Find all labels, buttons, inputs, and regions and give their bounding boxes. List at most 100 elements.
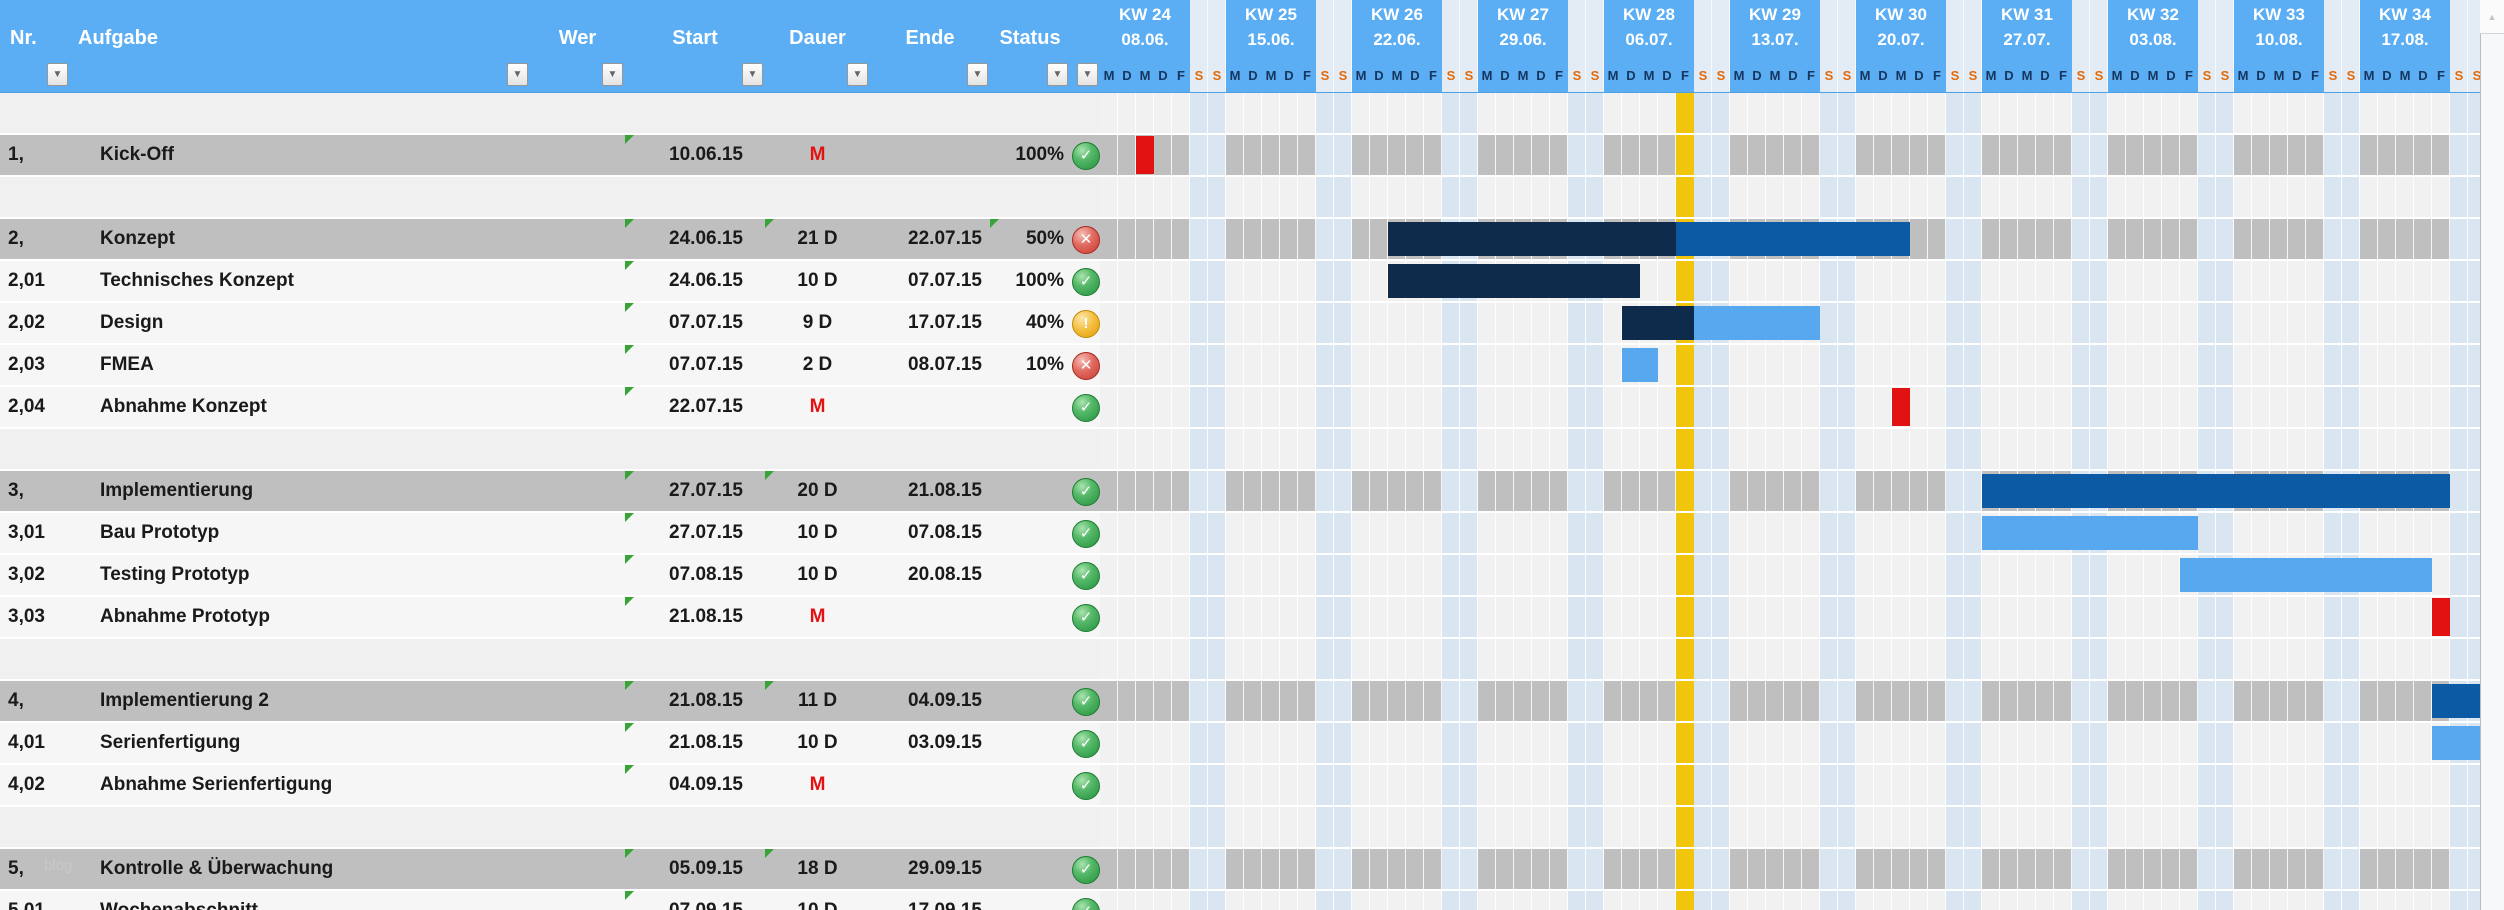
week-number-label[interactable]: KW 34 (2379, 5, 2431, 24)
week-date-label[interactable]: 13.07. (1751, 30, 1799, 49)
week-number-label[interactable]: KW 33 (2253, 5, 2305, 24)
week-number-label[interactable]: KW 27 (1497, 5, 1549, 24)
cell-status[interactable]: 40% (1025, 312, 1064, 333)
week-date-label[interactable]: 10.08. (2255, 30, 2303, 49)
cell-aufgabe[interactable]: Abnahme Serienfertigung (100, 774, 333, 795)
cell-dauer[interactable]: 10 D (797, 564, 838, 585)
cell-start[interactable]: 22.07.15 (669, 396, 743, 417)
week-date-label[interactable]: 27.07. (2003, 30, 2051, 49)
cell-start[interactable]: 21.08.15 (669, 690, 743, 711)
cell-nr[interactable]: 2,04 (8, 396, 45, 417)
cell-nr[interactable]: 3, (8, 480, 24, 501)
cell-aufgabe[interactable]: Wochenabschnitt (70, 891, 530, 910)
cell-ende[interactable]: 07.08.15 (908, 522, 982, 543)
column-header-ende[interactable]: Ende (905, 27, 955, 49)
week-date-label[interactable]: 29.06. (1499, 30, 1547, 49)
week-number-label[interactable]: KW 24 (1119, 5, 1171, 24)
cell-ende[interactable]: 17.07.15 (908, 312, 982, 333)
cell-aufgabe[interactable]: Kick-Off (100, 144, 174, 165)
cell-nr[interactable]: 2, (8, 228, 24, 249)
cell-nr[interactable]: 3,01 (8, 522, 45, 543)
cell-dauer[interactable]: 2 D (802, 354, 833, 375)
cell-status[interactable]: 100% (1015, 270, 1064, 291)
cell-start[interactable]: 05.09.15 (669, 858, 743, 879)
cell-start[interactable]: 07.08.15 (669, 564, 743, 585)
week-number-label[interactable]: KW 26 (1371, 5, 1423, 24)
cell-start[interactable]: 27.07.15 (669, 480, 743, 501)
cell-nr[interactable]: 4,02 (8, 774, 45, 795)
cell-start[interactable]: 21.08.15 (669, 732, 743, 753)
cell-dauer[interactable]: 20 D (797, 480, 838, 501)
column-header-wer[interactable]: Wer (558, 27, 597, 49)
cell-aufgabe[interactable]: Design (100, 312, 164, 333)
cell-dauer[interactable]: M (809, 606, 826, 627)
cell-nr[interactable]: 2,02 (8, 312, 45, 333)
column-header-dauer[interactable]: Dauer (789, 27, 846, 49)
cell-nr[interactable]: 2,01 (8, 270, 45, 291)
cell-aufgabe[interactable]: Implementierung 2 (100, 690, 269, 711)
vertical-scrollbar[interactable]: ▲ (2480, 0, 2504, 910)
cell-dauer[interactable]: 10 D (797, 732, 838, 753)
filter-button-aufgabe[interactable]: ▼ (507, 63, 528, 86)
cell-aufgabe[interactable]: Serienfertigung (100, 732, 241, 753)
cell-status[interactable]: 50% (1025, 228, 1064, 249)
cell-dauer[interactable]: 10 D (797, 522, 838, 543)
scrollbar-track[interactable] (2480, 34, 2504, 910)
cell-ende[interactable]: 04.09.15 (908, 690, 982, 711)
scrollbar-up-button[interactable]: ▲ (2480, 0, 2504, 34)
week-date-label[interactable]: 08.06. (1121, 30, 1169, 49)
cell-dauer[interactable]: M (809, 396, 826, 417)
cell-nr[interactable]: 1, (8, 144, 24, 165)
cell-start[interactable]: 07.09.15 (625, 891, 765, 910)
week-date-label[interactable]: 20.07. (1877, 30, 1925, 49)
cell-start[interactable]: 24.06.15 (669, 270, 743, 291)
cell-nr[interactable]: 3,03 (8, 606, 45, 627)
cell-ende[interactable]: 21.08.15 (908, 480, 982, 501)
cell-nr[interactable]: 2,03 (8, 354, 45, 375)
cell-dauer[interactable]: 10 D (797, 270, 838, 291)
cell-aufgabe[interactable]: Konzept (100, 228, 175, 249)
cell-dauer[interactable]: 10 D (765, 891, 870, 910)
week-date-label[interactable]: 03.08. (2129, 30, 2177, 49)
cell-nr[interactable]: 5,01 (0, 891, 70, 910)
week-number-label[interactable]: KW 29 (1749, 5, 1801, 24)
filter-button-ende[interactable]: ▼ (967, 63, 988, 86)
cell-ende[interactable]: 07.07.15 (908, 270, 982, 291)
cell-aufgabe[interactable]: Technisches Konzept (100, 270, 294, 291)
cell-start[interactable]: 21.08.15 (669, 606, 743, 627)
filter-button-status[interactable]: ▼ (1047, 63, 1068, 86)
week-date-label[interactable]: 06.07. (1625, 30, 1673, 49)
filter-button-wer[interactable]: ▼ (602, 63, 623, 86)
column-header-aufgabe[interactable]: Aufgabe (78, 27, 158, 49)
cell-aufgabe[interactable]: Abnahme Konzept (100, 396, 267, 417)
cell-ende[interactable]: 17.09.15 (870, 891, 990, 910)
cell-ende[interactable]: 03.09.15 (908, 732, 982, 753)
cell-nr[interactable]: 3,02 (8, 564, 45, 585)
week-number-label[interactable]: KW 31 (2001, 5, 2053, 24)
cell-status[interactable]: 100% (1015, 144, 1064, 165)
week-date-label[interactable]: 17.08. (2381, 30, 2429, 49)
cell-dauer[interactable]: 9 D (802, 312, 833, 333)
cell-aufgabe[interactable]: Abnahme Prototyp (100, 606, 270, 627)
cell-start[interactable]: 07.07.15 (669, 312, 743, 333)
cell-ende[interactable]: 20.08.15 (908, 564, 982, 585)
cell-start[interactable]: 04.09.15 (669, 774, 743, 795)
cell-aufgabe[interactable]: FMEA (100, 354, 154, 375)
cell-dauer[interactable]: 21 D (797, 228, 838, 249)
cell-start[interactable]: 07.07.15 (669, 354, 743, 375)
cell-start[interactable]: 27.07.15 (669, 522, 743, 543)
cell-start[interactable]: 10.06.15 (669, 144, 743, 165)
week-number-label[interactable]: KW 32 (2127, 5, 2179, 24)
cell-start[interactable]: 24.06.15 (669, 228, 743, 249)
cell-aufgabe[interactable]: Kontrolle & Überwachung (100, 858, 334, 879)
cell-ende[interactable]: 08.07.15 (908, 354, 982, 375)
cell-dauer[interactable]: M (809, 774, 826, 795)
filter-button-dauer[interactable]: ▼ (847, 63, 868, 86)
week-date-label[interactable]: 22.06. (1373, 30, 1421, 49)
cell-nr[interactable]: 4, (8, 690, 24, 711)
week-number-label[interactable]: KW 25 (1245, 5, 1297, 24)
cell-nr[interactable]: 4,01 (8, 732, 45, 753)
filter-button-nr[interactable]: ▼ (47, 63, 68, 86)
cell-dauer[interactable]: 18 D (797, 858, 838, 879)
cell-ende[interactable]: 29.09.15 (908, 858, 982, 879)
